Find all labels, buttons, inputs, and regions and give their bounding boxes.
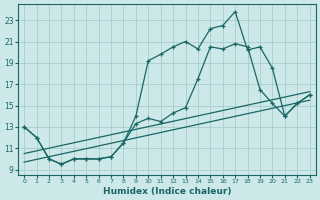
X-axis label: Humidex (Indice chaleur): Humidex (Indice chaleur) — [103, 187, 231, 196]
